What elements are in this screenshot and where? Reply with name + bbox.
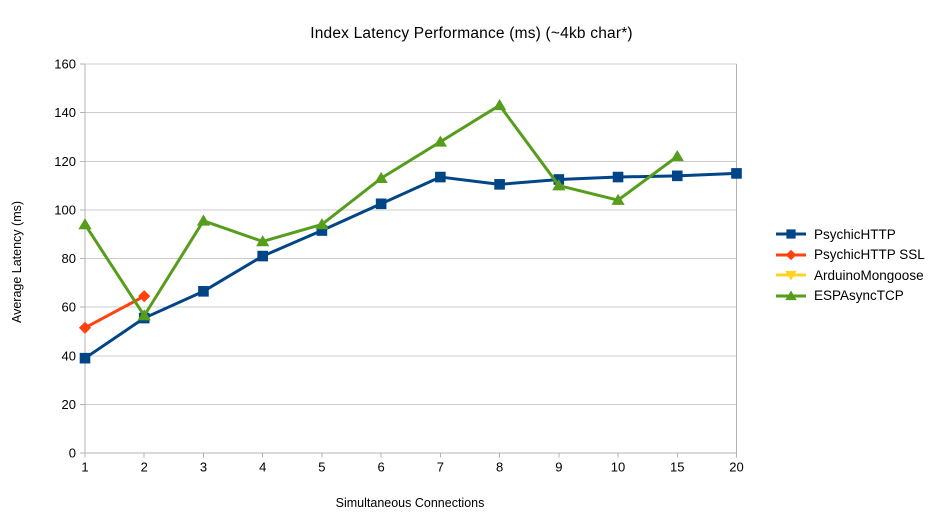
y-tick-label: 0 (69, 446, 76, 461)
data-point-marker (315, 218, 329, 230)
y-tick-label: 120 (54, 154, 76, 169)
data-point-marker (492, 98, 507, 111)
data-point-marker (79, 352, 91, 364)
data-point-marker (374, 171, 388, 184)
x-tick-label: 15 (670, 460, 684, 475)
y-axis-title: Average Latency (ms) (10, 200, 24, 324)
y-tick-labels: 0 20 40 60 80 100 120 140 160 (54, 57, 76, 461)
data-point-marker (257, 250, 268, 262)
x-tick-label: 4 (259, 460, 266, 475)
legend: PsychicHTTP PsychicHTTP SSL ArduinoMongoos… (776, 224, 925, 306)
y-tick-label: 60 (62, 300, 76, 315)
data-point-marker (375, 198, 387, 210)
data-point-marker (785, 290, 797, 300)
series-line (83, 103, 679, 318)
legend-item-arduinomongoose: ArduinoMongoose (776, 265, 925, 286)
series-psychichttp-ssl (78, 290, 151, 334)
series-line (83, 171, 738, 360)
data-point-marker (137, 309, 151, 321)
legend-label: PsychicHTTP (814, 226, 896, 242)
x-tick-label: 10 (611, 460, 625, 475)
y-tick-label: 100 (54, 202, 76, 217)
x-tick-labels: 1 2 3 4 5 6 7 8 9 10 15 20 (81, 453, 744, 475)
y-tick-label: 80 (62, 251, 76, 266)
y-tick-label: 140 (54, 105, 76, 120)
axes (84, 64, 737, 454)
data-point-marker (78, 218, 92, 230)
data-point-marker (785, 271, 797, 281)
chart-title: Index Latency Performance (ms) (~4kb cha… (310, 25, 633, 42)
series-psychichttp (79, 168, 742, 364)
data-point-marker (196, 214, 211, 226)
data-point-marker (670, 150, 684, 162)
legend-triangle-down-icon (776, 271, 806, 281)
x-tick-label: 2 (141, 460, 148, 475)
legend-item-espasynctcp: ESPAsyncTCP (776, 286, 925, 307)
y-tick-label: 40 (62, 348, 76, 363)
data-point-marker (786, 229, 796, 239)
legend-item-psychichttp-ssl: PsychicHTTP SSL (776, 245, 925, 266)
x-tick-label: 6 (378, 460, 385, 475)
data-point-marker (611, 193, 625, 205)
series-espasynctcp (78, 98, 684, 321)
data-point-marker (785, 249, 797, 261)
data-point-marker (731, 168, 742, 179)
y-tick-label: 20 (62, 397, 76, 412)
data-point-marker (552, 179, 566, 191)
y-tick-label: 160 (54, 57, 76, 72)
x-tick-label: 8 (496, 460, 503, 475)
legend-label: ArduinoMongoose (814, 267, 924, 283)
data-point-marker (612, 171, 624, 183)
data-point-marker (316, 225, 328, 236)
data-point-marker (198, 286, 209, 297)
data-point-marker (138, 290, 151, 303)
legend-diamond-icon (776, 249, 806, 261)
data-point-marker (433, 135, 447, 147)
x-tick-label: 3 (200, 460, 207, 475)
data-point-marker (256, 235, 270, 247)
data-point-marker (494, 179, 505, 190)
data-point-marker (435, 171, 446, 183)
legend-square-icon (776, 229, 806, 239)
legend-label: ESPAsyncTCP (814, 288, 904, 304)
data-point-marker (671, 170, 683, 182)
x-tick-label: 20 (729, 460, 743, 475)
legend-triangle-up-icon (776, 290, 806, 300)
x-tick-label: 5 (318, 460, 325, 475)
x-axis-title: Simultaneous Connections (335, 496, 485, 510)
x-tick-label: 1 (81, 460, 88, 475)
x-tick-label: 9 (555, 460, 562, 475)
data-point-marker (78, 321, 92, 334)
x-tick-label: 7 (437, 460, 444, 475)
legend-item-psychichttp: PsychicHTTP (776, 224, 925, 245)
legend-label: PsychicHTTP SSL (814, 247, 925, 263)
